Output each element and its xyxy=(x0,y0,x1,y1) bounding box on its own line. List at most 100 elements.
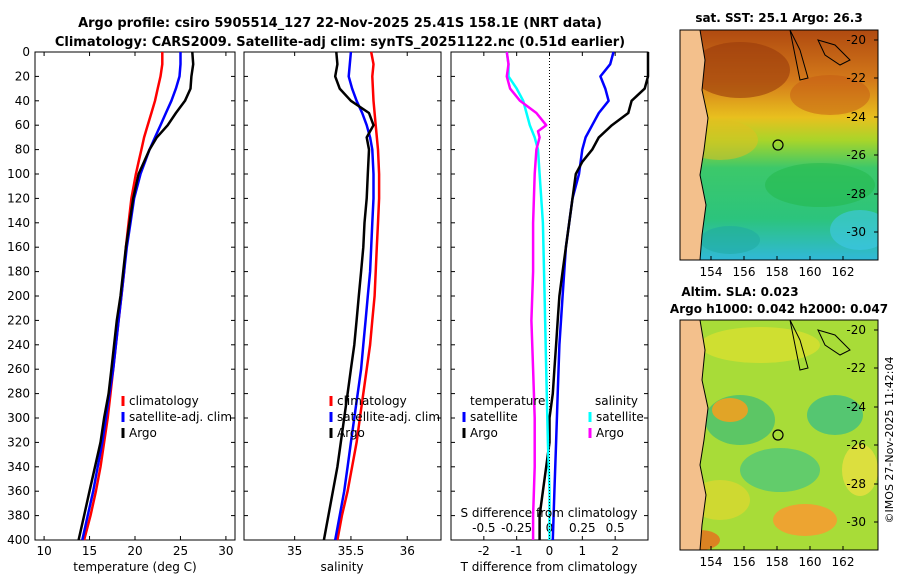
depth-tick-label: 20 xyxy=(15,69,30,83)
s-diff-tick-label: 0.25 xyxy=(569,521,596,535)
legend-climatology-label: climatology xyxy=(129,394,199,408)
temperature-legend: climatology satellite-adj. clim Argo xyxy=(121,394,232,440)
depth-tick-label: 40 xyxy=(15,94,30,108)
depth-tick-label: 340 xyxy=(7,460,30,474)
map-y-tick-label: -22 xyxy=(846,71,866,85)
sla-map-title-2: Argo h1000: 0.042 h2000: 0.047 xyxy=(670,302,888,316)
legend-salinity-title: salinity xyxy=(595,394,638,408)
salinity-xlabel: salinity xyxy=(320,560,363,574)
map-y-tick-label: -24 xyxy=(846,400,866,414)
depth-tick-label: 400 xyxy=(7,533,30,547)
timestamp-stamp: ©IMOS 27-Nov-2025 11:42:04 xyxy=(883,357,896,524)
depth-tick-label: 380 xyxy=(7,509,30,523)
map-x-tick-label: 156 xyxy=(733,555,756,569)
temperature-axes xyxy=(34,51,236,541)
map-x-tick-label: 162 xyxy=(832,555,855,569)
map-x-tick-label: 158 xyxy=(766,265,789,279)
series-line-satellite-adj-clim xyxy=(333,51,375,541)
map-x-tick-label: 156 xyxy=(733,265,756,279)
series-line-argo xyxy=(322,51,375,541)
depth-tick-label: 0 xyxy=(22,45,30,59)
map-x-tick-label: 162 xyxy=(832,265,855,279)
temperature-plot: 10 15 20 25 30 xyxy=(36,51,234,558)
series-line-s-satellite xyxy=(505,51,551,540)
series-line-satellite-adj-clim xyxy=(81,52,182,541)
s-diff-tick-label: -0.5 xyxy=(472,521,495,535)
depth-tick-label: 280 xyxy=(7,387,30,401)
depth-tick-label: 200 xyxy=(7,289,30,303)
title-line-2: Climatology: CARS2009. Satellite-adj cli… xyxy=(55,35,625,50)
x-tick-label: 10 xyxy=(36,544,51,558)
map-y-tick-label: -30 xyxy=(846,225,866,239)
map-y-tick-label: -28 xyxy=(846,477,866,491)
series-line-climatology xyxy=(336,51,381,541)
sla-map-frame xyxy=(679,319,879,551)
depth-tick-label: 240 xyxy=(7,338,30,352)
series-line-t-argo xyxy=(538,52,650,540)
x-tick-label: -2 xyxy=(478,544,490,558)
map-y-tick-label: -26 xyxy=(846,438,866,452)
legend-satellite-label: satellite-adj. clim xyxy=(337,410,440,424)
legend-climatology-label: climatology xyxy=(337,394,407,408)
map-y-tick-label: -30 xyxy=(846,515,866,529)
x-tick-label: 30 xyxy=(218,544,233,558)
difference-plot: -2 -1 0 1 2-0.5 -0.25 0 0.25 0.5 xyxy=(472,51,650,558)
map-x-tick-label: 154 xyxy=(700,555,723,569)
depth-axis: 0 20 40 60 80 100 120 140 160 180 200 220 240 260 280 3… xyxy=(7,45,648,547)
map-x-tick-label: 154 xyxy=(700,265,723,279)
sla-axis-ticks: 154 156 158 160 162 -20 -22 -24 -26 -28 -30 xyxy=(700,323,878,569)
series-line-t-satellite xyxy=(551,51,615,541)
depth-tick-label: 180 xyxy=(7,265,30,279)
x-tick-label: 15 xyxy=(82,544,97,558)
sst-map-frame xyxy=(679,29,879,261)
x-tick-label: 1 xyxy=(579,544,587,558)
salinity-legend: climatology satellite-adj. clim Argo xyxy=(329,394,440,440)
legend-argo-label: Argo xyxy=(337,426,365,440)
depth-tick-label: 260 xyxy=(7,362,30,376)
map-x-tick-label: 160 xyxy=(799,265,822,279)
legend-temperature-title: temperature xyxy=(470,394,545,408)
sla-float-marker xyxy=(772,429,784,441)
depth-tick-label: 160 xyxy=(7,240,30,254)
sla-map xyxy=(680,320,878,550)
map-y-tick-label: -26 xyxy=(846,148,866,162)
legend-t-satellite-label: satellite xyxy=(470,410,518,424)
depth-tick-label: 220 xyxy=(7,313,30,327)
legend-argo-label: Argo xyxy=(129,426,157,440)
map-y-tick-label: -24 xyxy=(846,110,866,124)
salinity-axes xyxy=(243,51,442,541)
legend-t-argo-label: Argo xyxy=(470,426,498,440)
title-line-1: Argo profile: csiro 5905514_127 22-Nov-2… xyxy=(78,16,602,31)
depth-tick-label: 360 xyxy=(7,484,30,498)
depth-tick-label: 120 xyxy=(7,191,30,205)
depth-tick-label: 60 xyxy=(15,118,30,132)
depth-tick-label: 100 xyxy=(7,167,30,181)
depth-tick-label: 300 xyxy=(7,411,30,425)
map-x-tick-label: 158 xyxy=(766,555,789,569)
sst-axis-ticks: 154 156 158 160 162 -20 -22 -24 -26 -28 -30 xyxy=(700,33,878,279)
sst-map xyxy=(680,30,878,260)
x-tick-label: 35.5 xyxy=(338,544,365,558)
legend-s-satellite-label: satellite xyxy=(596,410,644,424)
temperature-xlabel: temperature (deg C) xyxy=(73,560,196,574)
s-diff-tick-label: -0.25 xyxy=(501,521,532,535)
sst-map-title: sat. SST: 25.1 Argo: 26.3 xyxy=(695,11,862,25)
sla-map-title-1: Altim. SLA: 0.023 xyxy=(681,285,798,299)
x-tick-label: -1 xyxy=(511,544,523,558)
salinity-plot: 35 35.5 36 xyxy=(287,51,415,558)
difference-xlabel: T difference from climatology xyxy=(460,560,638,574)
legend-satellite-label: satellite-adj. clim xyxy=(129,410,232,424)
x-tick-label: 35 xyxy=(287,544,302,558)
map-y-tick-label: -28 xyxy=(846,187,866,201)
legend-s-argo-label: Argo xyxy=(596,426,624,440)
x-tick-label: 2 xyxy=(611,544,619,558)
series-line-argo xyxy=(77,51,195,541)
series-line-s-argo xyxy=(505,51,548,540)
difference-legend: temperature satellite Argo salinity sate… xyxy=(462,394,644,440)
s-diff-tick-label: 0.5 xyxy=(606,521,625,535)
map-y-tick-label: -20 xyxy=(846,323,866,337)
depth-tick-label: 140 xyxy=(7,216,30,230)
difference-toplabel: S difference from climatology xyxy=(461,506,638,520)
map-y-tick-label: -22 xyxy=(846,361,866,375)
x-tick-label: 20 xyxy=(127,544,142,558)
